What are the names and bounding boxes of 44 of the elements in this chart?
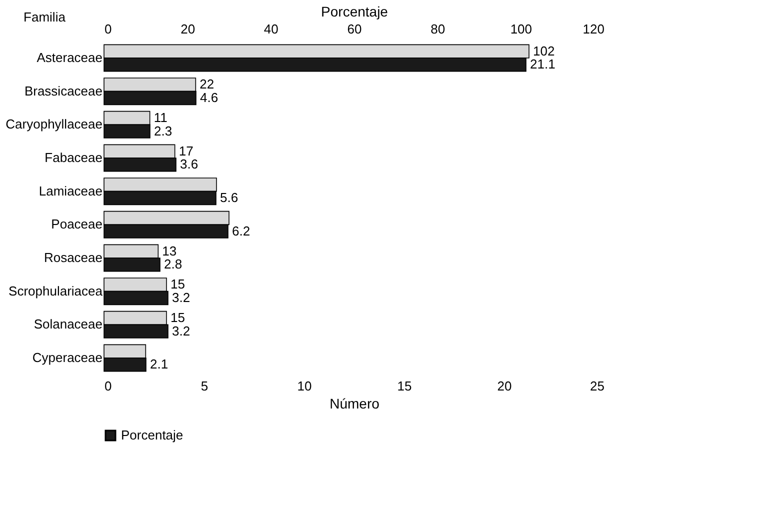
data-label: 5.6	[220, 190, 238, 205]
y-tick-label: Cyperaceae	[32, 350, 102, 365]
y-tick-label: Fabaceae	[44, 150, 102, 165]
y-tick-label: Brassicaceae	[24, 83, 102, 98]
x2-tick-label: 20	[180, 22, 196, 36]
data-label: 4.6	[200, 90, 218, 105]
data-label: 21.1	[530, 56, 556, 72]
y-tick-label: Poaceae	[51, 216, 102, 232]
x-tick-label: 25	[590, 378, 604, 394]
x-axis-title: Número	[330, 396, 380, 412]
y-tick-label: Solanaceae	[34, 316, 102, 332]
data-label: 13	[162, 243, 177, 258]
data-label: 17	[178, 143, 194, 158]
y-tick-label: Lamiaceae	[38, 183, 102, 198]
data-label: 15	[170, 276, 185, 292]
data-label: 15	[170, 310, 185, 325]
data-label: 2.1	[150, 356, 168, 372]
x2-tick-label: 0	[104, 22, 112, 36]
data-label: 11	[154, 110, 168, 125]
data-label: 6.2	[232, 223, 250, 238]
data-label: 2.8	[164, 256, 182, 272]
x2-tick-label: 100	[510, 22, 532, 36]
x2-tick-label: 120	[582, 22, 604, 36]
y-tick-label: Rosaceae	[44, 250, 102, 265]
x-tick-label: 0	[104, 378, 112, 394]
data-label: 3.2	[172, 323, 190, 338]
x2-tick-label: 40	[264, 22, 278, 36]
x-tick-label: 5	[200, 378, 208, 394]
x2-tick-label: 80	[430, 22, 446, 36]
y-tick-label: Scrophulariacea	[8, 283, 104, 298]
x-tick-label: 10	[297, 378, 312, 394]
x-tick-label: 20	[497, 378, 512, 394]
y-tick-label: Asteraceae	[36, 50, 102, 65]
data-label: 102	[533, 43, 555, 58]
x2-tick-label: 60	[347, 22, 362, 36]
data-label: 22	[200, 76, 214, 92]
y-tick-label: Caryophyllaceae	[6, 116, 102, 132]
data-label: 2.3	[154, 123, 172, 138]
legend-label: Porcentaje	[121, 428, 184, 442]
x-tick-label: 15	[397, 378, 412, 394]
x2-axis-title: Porcentaje	[321, 4, 388, 20]
y-axis-title: Familia	[24, 10, 66, 24]
data-label: 3.6	[180, 156, 198, 172]
data-label: 3.2	[172, 290, 190, 305]
